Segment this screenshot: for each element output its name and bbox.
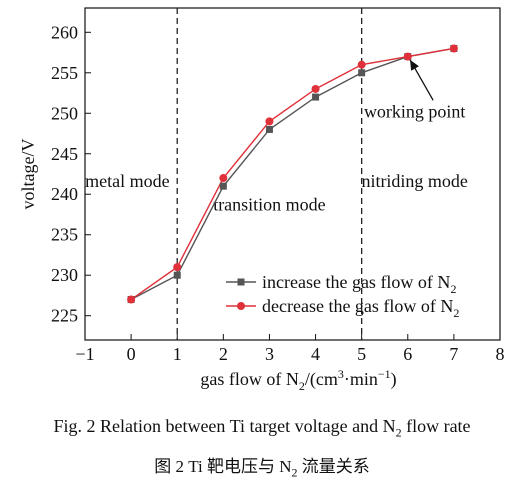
series-1-point: [173, 271, 181, 279]
annotation-nitriding-mode: nitriding mode: [361, 171, 468, 191]
voltage-flow-chart: −1 0 1 2 3 4 5 6 7 8 225 230 235 240 245 250 255 260 volta…: [18, 7, 505, 393]
series-2-point: [219, 174, 228, 183]
legend-marker-1: [237, 278, 245, 286]
x-tick-label: 6: [403, 344, 412, 364]
legend-label-2: decrease the gas flow of N2: [262, 296, 459, 320]
series-2-point: [357, 60, 366, 69]
x-tick-label: 2: [219, 344, 228, 364]
working-point-arrow-head: [410, 59, 419, 71]
y-tick-label: 225: [51, 306, 78, 326]
x-tick-label: −1: [75, 344, 94, 364]
x-tick-label: 0: [127, 344, 136, 364]
series-2-point: [311, 84, 320, 93]
y-tick-label: 250: [51, 103, 78, 123]
figure-caption-english: Fig. 2 Relation between Ti target voltag…: [53, 416, 471, 440]
y-tick-label: 230: [51, 265, 78, 285]
series-2-point: [449, 44, 458, 53]
annotation-transition-mode: transition mode: [213, 194, 325, 214]
annotation-metal-mode: metal mode: [85, 171, 169, 191]
figure-caption-chinese: 图 2 Ti 靶电压与 N2 流量关系: [154, 457, 370, 480]
legend-marker-2: [237, 302, 245, 310]
series-2-point: [403, 52, 412, 61]
series-line-1: [130, 47, 455, 301]
series-2-point: [265, 117, 274, 126]
series-line-2: [130, 47, 455, 301]
x-tick-label: 4: [311, 344, 320, 364]
legend-label-1: increase the gas flow of N2: [262, 272, 456, 296]
y-tick-label: 245: [51, 144, 78, 164]
y-tick-label: 255: [51, 63, 78, 83]
x-tick-label: 5: [357, 344, 366, 364]
series-1-point: [358, 69, 366, 77]
series-1-point: [219, 182, 227, 190]
series-1-point: [312, 93, 320, 101]
y-axis-label: voltage/V: [18, 139, 38, 210]
y-tick-label: 260: [51, 22, 78, 42]
y-tick-label: 235: [51, 225, 78, 245]
series-2-point: [173, 263, 182, 272]
x-axis-label: gas flow of N2/(cm3·min−1): [200, 367, 396, 393]
annotation-working-point: working point: [364, 101, 466, 121]
y-tick-label: 240: [51, 184, 78, 204]
x-tick-label: 3: [265, 344, 274, 364]
series-2-point: [127, 295, 136, 304]
x-tick-label: 8: [496, 344, 505, 364]
x-tick-label: 7: [449, 344, 458, 364]
plot-frame: [84, 7, 501, 341]
x-tick-label: 1: [173, 344, 182, 364]
series-1-point: [265, 125, 273, 133]
